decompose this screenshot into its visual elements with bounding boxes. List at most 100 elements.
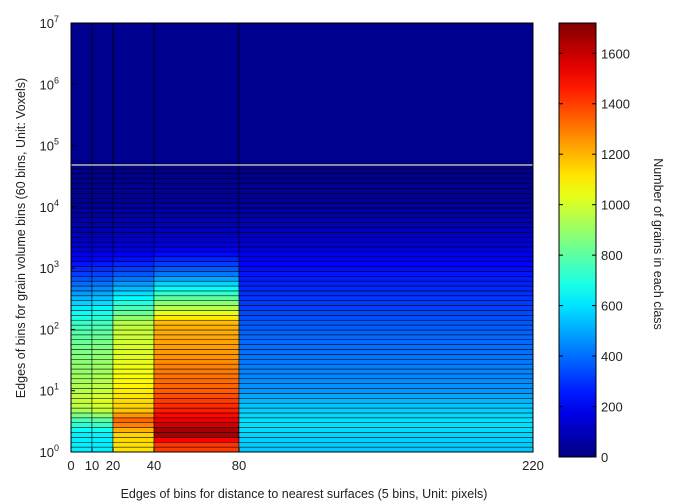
heatmap-cell: [91, 432, 114, 438]
heatmap-cell: [70, 441, 93, 448]
heatmap-cell: [70, 227, 93, 233]
heatmap-cell: [153, 217, 240, 223]
y-tick-label: 104: [40, 198, 59, 215]
heatmap-cell: [153, 407, 240, 414]
heatmap-cell: [153, 188, 240, 194]
heatmap-cell: [112, 422, 155, 428]
heatmap-cell: [153, 178, 240, 184]
heatmap-cell: [70, 222, 93, 228]
heatmap-cell: [153, 388, 240, 394]
heatmap-cell: [91, 407, 114, 414]
heatmap-cell: [153, 168, 240, 175]
heatmap-cell: [91, 368, 114, 375]
heatmap-cell: [112, 334, 155, 340]
x-tick-label: 0: [67, 458, 74, 473]
heatmap-cell: [112, 280, 155, 287]
heatmap-cell: [153, 378, 240, 384]
heatmap-cell: [91, 227, 114, 233]
heatmap-cell: [91, 173, 114, 179]
heatmap-cell: [91, 193, 114, 199]
heatmap-cell: [112, 285, 155, 292]
heatmap-cell: [238, 363, 534, 370]
heatmap-cell: [153, 271, 240, 277]
heatmap-cell: [91, 398, 114, 404]
heatmap-cell: [112, 173, 155, 179]
heatmap-cell: [91, 188, 114, 194]
heatmap-cell: [91, 202, 114, 209]
top-block-cell: [91, 22, 114, 165]
heatmap-cell: [238, 236, 534, 243]
heatmap-cell: [70, 305, 93, 311]
y-tick-label: 101: [40, 382, 59, 399]
heatmap-cell: [153, 227, 240, 233]
heatmap-cell: [91, 222, 114, 228]
heatmap-cell: [70, 197, 93, 204]
heatmap-cell: [91, 276, 114, 282]
heatmap-cell: [238, 393, 534, 399]
heatmap-cell: [112, 329, 155, 336]
heatmap-cell: [70, 393, 93, 399]
heatmap-cell: [70, 344, 93, 350]
heatmap-cell: [153, 280, 240, 287]
colorbar-label: Number of grains in each class: [651, 158, 665, 330]
heatmap-cell: [153, 402, 240, 409]
heatmap-cell: [70, 232, 93, 238]
heatmap-cell: [238, 300, 534, 306]
heatmap-cell: [70, 266, 93, 272]
heatmap-cell: [91, 329, 114, 336]
heatmap-cell: [70, 168, 93, 175]
heatmap-cell: [238, 407, 534, 414]
x-tick-label: 10: [85, 458, 99, 473]
heatmap-cell: [70, 183, 93, 189]
heatmap-cell: [153, 398, 240, 404]
heatmap-cell: [91, 378, 114, 384]
heatmap-cell: [238, 290, 534, 297]
heatmap-cell: [153, 232, 240, 238]
heatmap-cell: [112, 217, 155, 223]
heatmap-cell: [112, 388, 155, 394]
heatmap-cell: [91, 266, 114, 272]
heatmap-cell: [112, 300, 155, 306]
heatmap-cell: [91, 246, 114, 253]
heatmap-cell: [153, 276, 240, 282]
heatmap-cell: [112, 295, 155, 301]
heatmap-cell: [112, 427, 155, 433]
heatmap-cell: [238, 212, 534, 218]
heatmap-cell: [153, 246, 240, 253]
heatmap-cell: [70, 280, 93, 287]
x-tick-label: 20: [106, 458, 120, 473]
heatmap-cell: [238, 261, 534, 267]
heatmap-cell: [153, 173, 240, 179]
heatmap-cells: [70, 163, 534, 453]
heatmap-cell: [112, 373, 155, 380]
heatmap-cell: [153, 359, 240, 365]
heatmap-cell: [70, 422, 93, 428]
heatmap-cell: [153, 305, 240, 311]
heatmap-cell: [91, 402, 114, 409]
heatmap-cell: [70, 246, 93, 253]
heatmap-cell: [91, 417, 114, 423]
heatmap-cell: [112, 188, 155, 194]
heatmap-cell: [238, 398, 534, 404]
heatmap-cell: [112, 359, 155, 365]
heatmap-cell: [238, 285, 534, 292]
heatmap-cell: [238, 412, 534, 419]
heatmap-cell: [153, 324, 240, 331]
heatmap-cell: [91, 232, 114, 238]
heatmap-cell: [70, 407, 93, 414]
heatmap-cell: [91, 437, 114, 443]
colorbar-tick-label: 1000: [601, 198, 630, 213]
heatmap-cell: [238, 251, 534, 258]
heatmap-cell: [238, 178, 534, 184]
heatmap-cell: [153, 295, 240, 301]
heatmap-cell: [153, 202, 240, 209]
heatmap-cell: [238, 373, 534, 380]
heatmap-cell: [238, 383, 534, 389]
heatmap-cell: [112, 324, 155, 331]
colorbar-tick-label: 1200: [601, 147, 630, 162]
heatmap-cell: [238, 227, 534, 233]
heatmap-cell: [70, 363, 93, 370]
heatmap-cell: [238, 422, 534, 428]
heatmap-cell: [91, 261, 114, 267]
heatmap-cell: [153, 329, 240, 336]
